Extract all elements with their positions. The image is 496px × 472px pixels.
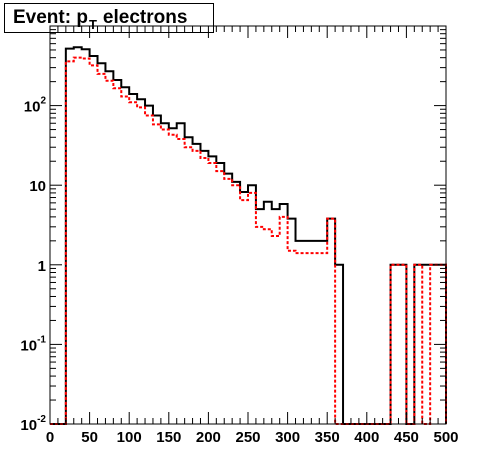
chart-title: Event: pT electrons (4, 3, 214, 33)
x-tick-label: 50 (81, 429, 98, 446)
x-tick-label: 100 (117, 429, 142, 446)
x-tick-label: 200 (196, 429, 221, 446)
histogram-series-0 (50, 46, 447, 425)
y-tick-label: 10-2 (20, 414, 46, 434)
chart-title-subscript: T (88, 17, 97, 32)
chart-title-main: Event: p (13, 7, 88, 28)
x-tick-label: 150 (156, 429, 181, 446)
x-tick-label: 400 (354, 429, 379, 446)
x-tick-label: 0 (46, 429, 54, 446)
x-tick-label: 250 (235, 429, 260, 446)
x-tick-label: 300 (275, 429, 300, 446)
y-tick-label: 10 (29, 178, 46, 195)
x-tick-label: 350 (315, 429, 340, 446)
y-tick-label: 102 (24, 96, 47, 116)
chart-title-rest: electrons (102, 7, 188, 28)
x-tick-label: 450 (394, 429, 419, 446)
y-tick-label: 1 (38, 258, 46, 275)
plot-frame (49, 25, 447, 425)
y-tick-label: 10-1 (20, 334, 46, 354)
x-tick-label: 500 (433, 429, 458, 446)
histogram-series-1 (50, 56, 447, 425)
